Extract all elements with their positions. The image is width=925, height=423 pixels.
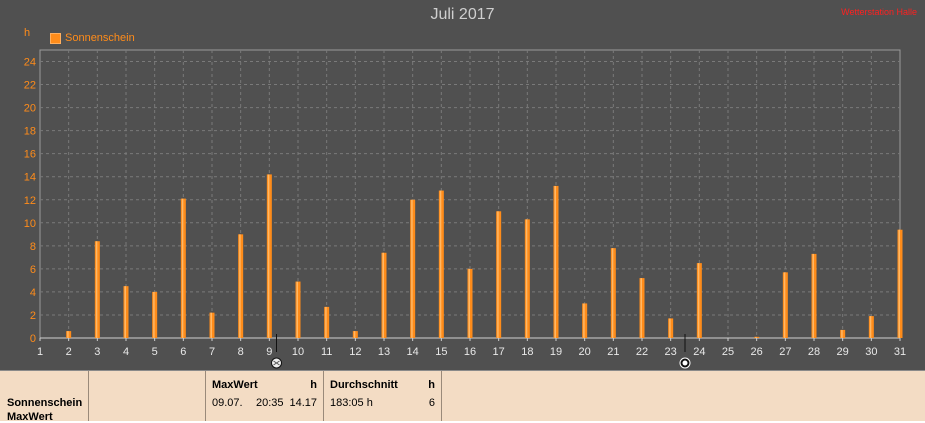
- bar-highlight: [583, 303, 585, 338]
- x-tick-label: 23: [665, 346, 677, 358]
- y-tick-label: 20: [24, 103, 36, 115]
- empty-cell: [89, 371, 206, 421]
- maxwert-time: 20:35: [256, 397, 284, 409]
- bar-highlight: [898, 229, 900, 338]
- x-tick-label: 6: [180, 346, 186, 358]
- full-moon-icon-detail: [273, 360, 280, 366]
- bar-highlight: [783, 272, 786, 338]
- x-tick-label: 3: [94, 346, 100, 358]
- row-label-sonnenschein: Sonnenschein: [7, 397, 83, 409]
- bar-highlight: [439, 190, 442, 338]
- maxwert-date: 09.07.: [212, 397, 243, 409]
- row-label-cell: Sonnenschein MaxWert: [0, 371, 89, 423]
- x-tick-label: 28: [808, 346, 820, 358]
- durchschnitt-sum: 183:05 h: [330, 397, 373, 409]
- x-tick-label: 24: [693, 346, 705, 358]
- x-tick-label: 16: [464, 346, 476, 358]
- y-axis-unit: h: [24, 27, 31, 39]
- bar-highlight: [181, 198, 184, 338]
- y-tick-label: 14: [24, 172, 36, 184]
- bar-highlight: [267, 174, 270, 338]
- x-tick-label: 18: [521, 346, 533, 358]
- bar-highlight: [210, 312, 212, 338]
- y-tick-label: 6: [30, 264, 36, 276]
- x-tick-label: 25: [722, 346, 734, 358]
- bar-highlight: [239, 234, 241, 338]
- x-tick-label: 17: [493, 346, 505, 358]
- bar-highlight: [497, 211, 499, 338]
- x-tick-label: 29: [837, 346, 849, 358]
- chart-title: Juli 2017: [430, 6, 495, 23]
- x-tick-label: 8: [238, 346, 244, 358]
- legend-swatch: [50, 32, 61, 44]
- bar-highlight: [382, 252, 384, 338]
- x-tick-label: 14: [407, 346, 419, 358]
- summary-table: Sonnenschein MaxWert MaxWert h 09.07. 20…: [0, 370, 925, 423]
- maxwert-unit: h: [310, 379, 317, 391]
- bar-highlight: [67, 331, 69, 338]
- bar-highlight: [841, 329, 843, 338]
- bar-highlight: [468, 268, 470, 338]
- x-tick-label: 11: [321, 346, 332, 358]
- durchschnitt-value: 6: [428, 397, 435, 409]
- bar-highlight: [411, 199, 413, 338]
- y-tick-label: 24: [24, 57, 36, 69]
- row-label-maxwert: MaxWert: [7, 411, 53, 423]
- bar-highlight: [755, 336, 757, 338]
- bar-highlight: [525, 219, 528, 338]
- y-tick-label: 2: [30, 310, 36, 322]
- bar-highlight: [611, 248, 614, 338]
- x-tick-label: 20: [579, 346, 591, 358]
- y-tick-label: 8: [30, 241, 36, 253]
- bar-highlight: [697, 263, 700, 338]
- x-tick-label: 31: [894, 346, 906, 358]
- y-tick-label: 0: [30, 333, 36, 345]
- durchschnitt-cell: Durchschnitt h 183:05 h 6: [324, 371, 442, 421]
- y-tick-label: 16: [24, 149, 36, 161]
- bar-highlight: [153, 291, 155, 338]
- maxwert-header: MaxWert: [212, 379, 258, 391]
- x-tick-label: 30: [865, 346, 877, 358]
- x-tick-label: 26: [751, 346, 763, 358]
- x-tick-label: 5: [152, 346, 158, 358]
- y-tick-label: 4: [30, 287, 36, 299]
- x-tick-label: 19: [550, 346, 562, 358]
- bar-highlight: [296, 281, 298, 338]
- y-tick-label: 18: [24, 126, 36, 138]
- x-tick-label: 22: [636, 346, 648, 358]
- durchschnitt-header: Durchschnitt: [330, 379, 398, 391]
- bar-highlight: [554, 185, 556, 338]
- bar-highlight: [812, 253, 814, 338]
- x-tick-label: 13: [378, 346, 390, 358]
- bar-highlight: [640, 278, 642, 338]
- bar-highlight: [95, 241, 98, 338]
- x-tick-label: 4: [123, 346, 129, 358]
- chart-area: 0 2 4 6 8 10 12 14 16 18 20 22 24 1 2 3 4 5 6 7 8 9 10 11 12 13 14…: [0, 0, 925, 370]
- bar-highlight: [353, 331, 356, 338]
- legend[interactable]: Sonnenschein: [50, 32, 135, 44]
- x-tick-label: 12: [349, 346, 361, 358]
- station-brand: Wetterstation Halle: [841, 7, 917, 17]
- new-moon-icon-detail: [682, 360, 688, 366]
- y-tick-label: 12: [24, 195, 36, 207]
- bar-highlight: [669, 318, 671, 338]
- legend-label: Sonnenschein: [65, 32, 135, 44]
- y-tick-label: 22: [24, 80, 36, 92]
- bar-highlight: [325, 306, 327, 338]
- x-tick-label: 1: [37, 346, 43, 358]
- x-tick-label: 10: [292, 346, 304, 358]
- durchschnitt-unit: h: [428, 379, 435, 391]
- maxwert-value: 14.17: [289, 397, 317, 409]
- bar-highlight: [869, 316, 872, 338]
- y-tick-label: 10: [24, 218, 36, 230]
- x-tick-label: 9: [266, 346, 272, 358]
- x-tick-label: 21: [607, 346, 619, 358]
- bar-highlight: [124, 286, 126, 338]
- maxwert-cell: MaxWert h 09.07. 20:35 14.17: [206, 371, 324, 421]
- x-tick-label: 27: [779, 346, 791, 358]
- x-tick-label: 7: [209, 346, 215, 358]
- x-tick-label: 2: [66, 346, 72, 358]
- x-tick-label: 15: [435, 346, 447, 358]
